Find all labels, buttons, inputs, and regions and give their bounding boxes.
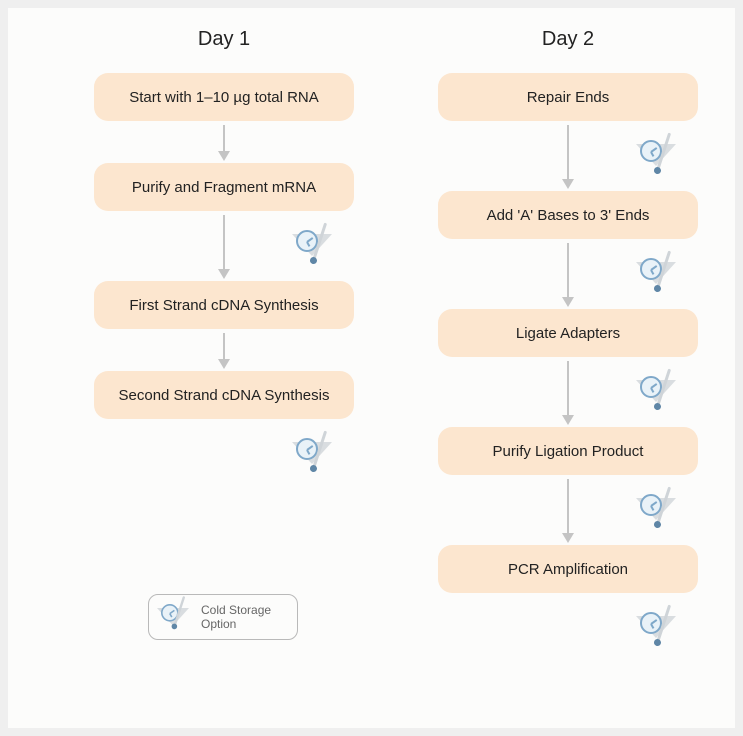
trailing-space [94, 419, 354, 489]
arrow [438, 475, 698, 545]
cold-storage-icon [290, 226, 336, 266]
cold-storage-icon [634, 372, 680, 412]
day2-title: Day 2 [438, 28, 698, 51]
day2-step-0: Repair Ends [438, 73, 698, 121]
day1-title: Day 1 [94, 28, 354, 51]
cold-storage-icon [634, 136, 680, 176]
day1-step-0: Start with 1–10 µg total RNA [94, 73, 354, 121]
day2-step-1: Add 'A' Bases to 3' Ends [438, 191, 698, 239]
step-label: PCR Amplification [508, 561, 628, 578]
diagram-canvas: Day 1 Start with 1–10 µg total RNA Purif… [8, 8, 735, 728]
arrow [438, 239, 698, 309]
day2-step-4: PCR Amplification [438, 545, 698, 593]
step-label: Start with 1–10 µg total RNA [129, 89, 319, 106]
arrow [94, 121, 354, 163]
step-label: Repair Ends [527, 89, 610, 106]
day2-step-3: Purify Ligation Product [438, 427, 698, 475]
cold-storage-icon [634, 254, 680, 294]
day1-step-2: First Strand cDNA Synthesis [94, 281, 354, 329]
step-label: Purify Ligation Product [493, 443, 644, 460]
cold-storage-icon [634, 490, 680, 530]
day1-step-3: Second Strand cDNA Synthesis [94, 371, 354, 419]
step-label: Second Strand cDNA Synthesis [119, 387, 330, 404]
arrow [94, 211, 354, 281]
day2-column: Day 2 Repair Ends Add 'A' Bases to 3' En… [438, 28, 698, 663]
trailing-space [438, 593, 698, 663]
cold-storage-icon [634, 608, 680, 648]
day1-column: Day 1 Start with 1–10 µg total RNA Purif… [94, 28, 354, 489]
day2-step-2: Ligate Adapters [438, 309, 698, 357]
legend-box: Cold StorageOption [148, 594, 298, 640]
step-label: Purify and Fragment mRNA [132, 179, 316, 196]
arrow [94, 329, 354, 371]
legend-label: Cold StorageOption [201, 603, 271, 632]
arrow [438, 121, 698, 191]
step-label: Ligate Adapters [516, 325, 620, 342]
cold-storage-icon [155, 600, 193, 634]
step-label: Add 'A' Bases to 3' Ends [487, 207, 650, 224]
step-label: First Strand cDNA Synthesis [129, 297, 318, 314]
arrow [438, 357, 698, 427]
day1-step-1: Purify and Fragment mRNA [94, 163, 354, 211]
cold-storage-icon [290, 434, 336, 474]
